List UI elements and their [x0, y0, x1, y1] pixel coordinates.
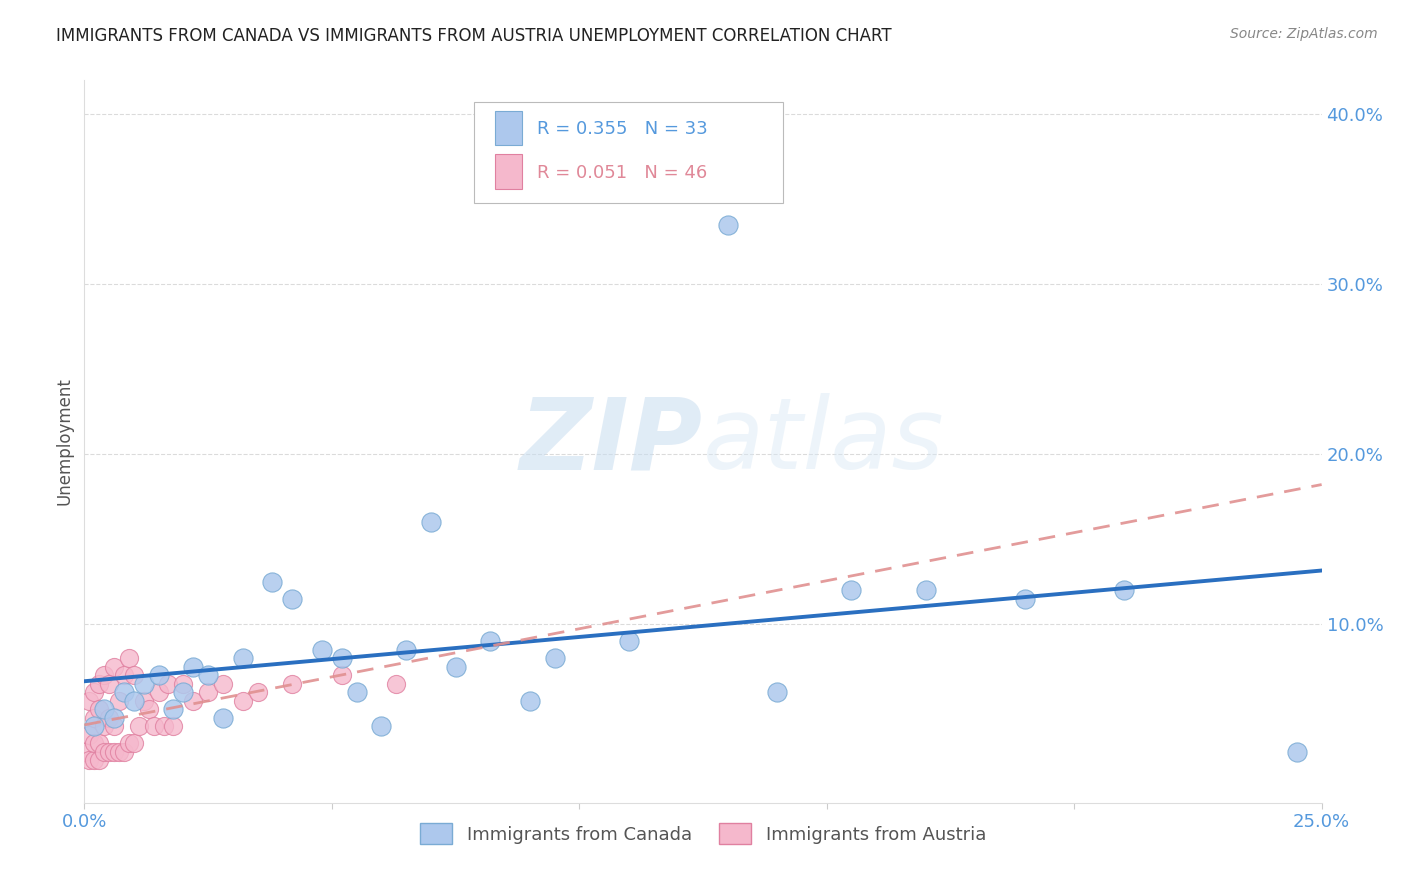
Text: atlas: atlas: [703, 393, 945, 490]
Point: [232, 694, 254, 708]
Point: [246, 685, 269, 699]
Point: [395, 642, 418, 657]
Point: [1112, 583, 1135, 598]
Point: [83, 685, 105, 699]
Point: [479, 634, 502, 648]
Point: [108, 694, 131, 708]
Point: [519, 694, 541, 708]
Text: IMMIGRANTS FROM CANADA VS IMMIGRANTS FROM AUSTRIA UNEMPLOYMENT CORRELATION CHART: IMMIGRANTS FROM CANADA VS IMMIGRANTS FRO…: [56, 27, 891, 45]
Point: [89, 753, 111, 767]
FancyBboxPatch shape: [495, 154, 523, 189]
Point: [93, 668, 115, 682]
Point: [841, 583, 863, 598]
Point: [103, 745, 125, 759]
Point: [103, 711, 125, 725]
Point: [93, 702, 115, 716]
Point: [162, 719, 184, 733]
Legend: Immigrants from Canada, Immigrants from Austria: Immigrants from Canada, Immigrants from …: [412, 816, 994, 852]
Point: [89, 677, 111, 691]
Point: [89, 702, 111, 716]
Point: [128, 719, 150, 733]
Point: [98, 745, 121, 759]
Point: [112, 685, 135, 699]
Point: [181, 694, 204, 708]
FancyBboxPatch shape: [474, 102, 783, 203]
Point: [197, 685, 219, 699]
Point: [1014, 591, 1036, 606]
Point: [311, 642, 333, 657]
Point: [162, 702, 184, 716]
Point: [346, 685, 368, 699]
Point: [212, 711, 235, 725]
Point: [212, 677, 235, 691]
Point: [103, 719, 125, 733]
Point: [444, 660, 467, 674]
Point: [330, 668, 353, 682]
Point: [181, 660, 204, 674]
Text: R = 0.355   N = 33: R = 0.355 N = 33: [537, 120, 709, 138]
Point: [138, 702, 160, 716]
Point: [79, 753, 101, 767]
Point: [98, 677, 121, 691]
Point: [172, 677, 194, 691]
Point: [122, 668, 145, 682]
Point: [118, 736, 141, 750]
Point: [148, 668, 170, 682]
Point: [93, 745, 115, 759]
Point: [83, 753, 105, 767]
Point: [617, 634, 640, 648]
Point: [281, 591, 304, 606]
Point: [83, 719, 105, 733]
Point: [89, 736, 111, 750]
Point: [717, 218, 740, 232]
Point: [148, 685, 170, 699]
Point: [152, 719, 174, 733]
Point: [79, 728, 101, 742]
Point: [132, 677, 155, 691]
Point: [112, 745, 135, 759]
Point: [262, 574, 284, 589]
Point: [103, 660, 125, 674]
Point: [73, 745, 96, 759]
Point: [157, 677, 180, 691]
Point: [83, 736, 105, 750]
Point: [543, 651, 565, 665]
Point: [118, 651, 141, 665]
Point: [108, 745, 131, 759]
Point: [122, 694, 145, 708]
Point: [142, 719, 165, 733]
Point: [79, 694, 101, 708]
Point: [1285, 745, 1308, 759]
Point: [330, 651, 353, 665]
Point: [419, 516, 441, 530]
Point: [232, 651, 254, 665]
Point: [385, 677, 408, 691]
Point: [370, 719, 392, 733]
Point: [112, 668, 135, 682]
Point: [281, 677, 304, 691]
Point: [122, 736, 145, 750]
Text: ZIP: ZIP: [520, 393, 703, 490]
Point: [132, 694, 155, 708]
Point: [83, 711, 105, 725]
Text: Source: ZipAtlas.com: Source: ZipAtlas.com: [1230, 27, 1378, 41]
Point: [93, 719, 115, 733]
Y-axis label: Unemployment: Unemployment: [55, 377, 73, 506]
Point: [197, 668, 219, 682]
Point: [914, 583, 936, 598]
Point: [766, 685, 789, 699]
Point: [172, 685, 194, 699]
Text: R = 0.051   N = 46: R = 0.051 N = 46: [537, 164, 707, 182]
Point: [98, 711, 121, 725]
FancyBboxPatch shape: [495, 111, 523, 145]
